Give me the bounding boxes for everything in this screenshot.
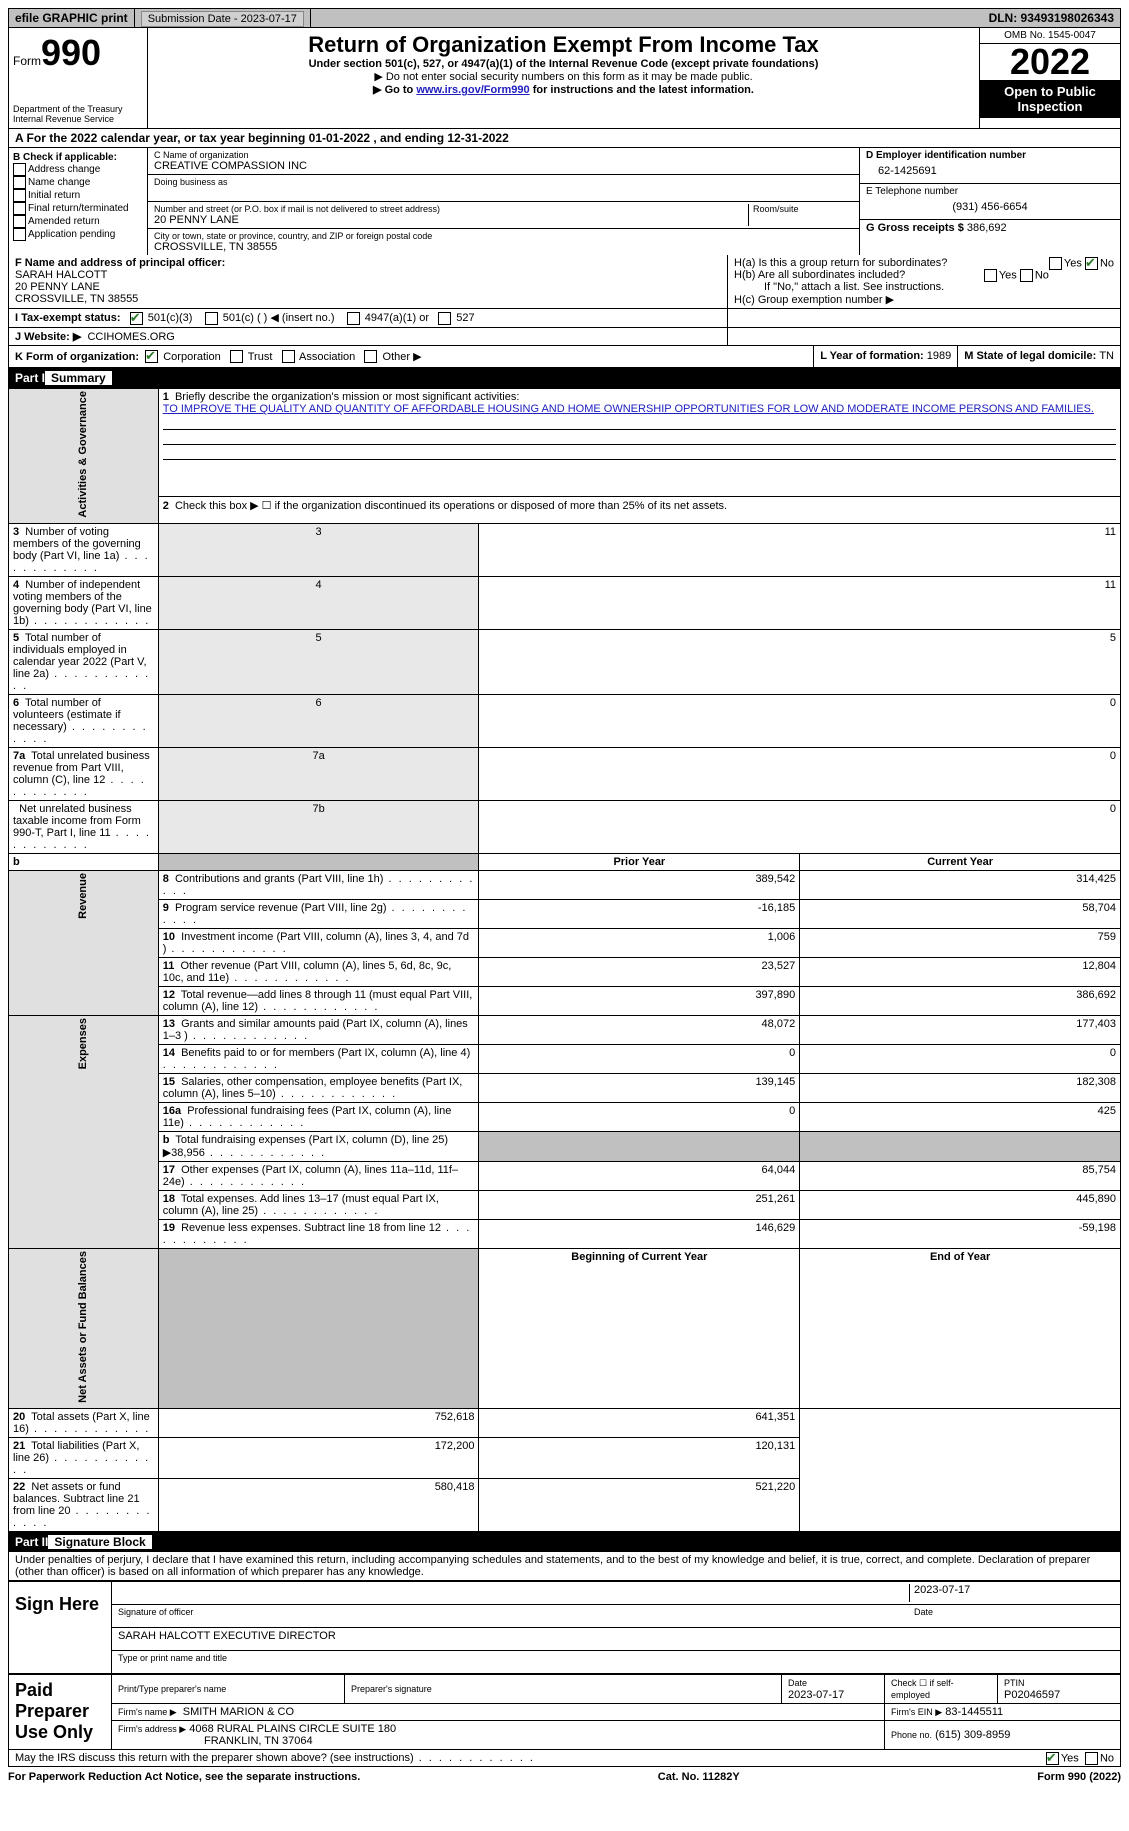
b-opt[interactable]: Initial return <box>13 189 143 202</box>
b-opt[interactable]: Final return/terminated <box>13 202 143 215</box>
paid-preparer-block: Paid Preparer Use Only Print/Type prepar… <box>8 1674 1121 1750</box>
c-name-label: C Name of organization <box>154 150 853 160</box>
section-i: I Tax-exempt status: 501(c)(3) 501(c) ( … <box>8 309 1121 328</box>
tax-year: 2022 <box>980 44 1120 80</box>
page-footer: For Paperwork Reduction Act Notice, see … <box>8 1767 1121 1787</box>
h-b-note: If "No," attach a list. See instructions… <box>734 281 1114 293</box>
gross-receipts: 386,692 <box>967 222 1007 234</box>
efile-label: efile GRAPHIC print <box>9 9 135 27</box>
h-a: H(a) Is this a group return for subordin… <box>734 257 1114 269</box>
tab: Revenue <box>9 870 159 1015</box>
b-opt[interactable]: Name change <box>13 176 143 189</box>
section-klm: K Form of organization: Corporation Trus… <box>8 346 1121 369</box>
i-label: I Tax-exempt status: <box>15 312 121 324</box>
tab-governance: Activities & Governance <box>9 389 159 524</box>
officer-name: SARAH HALCOTT <box>15 269 721 281</box>
officer-print-name: SARAH HALCOTT EXECUTIVE DIRECTOR <box>112 1628 1120 1651</box>
discuss-row: May the IRS discuss this return with the… <box>8 1750 1121 1767</box>
officer-addr2: CROSSVILLE, TN 38555 <box>15 293 721 305</box>
part1-header: Part I Summary <box>8 368 1121 388</box>
form-subtitle: Under section 501(c), 527, or 4947(a)(1)… <box>152 58 975 70</box>
perjury-declaration: Under penalties of perjury, I declare th… <box>8 1552 1121 1581</box>
submission-date: Submission Date - 2023-07-17 <box>135 9 311 27</box>
year-formation: 1989 <box>927 350 951 362</box>
sign-date: 2023-07-17 <box>909 1584 1114 1602</box>
tab-net: Net Assets or Fund Balances <box>9 1248 159 1408</box>
sign-here-label: Sign Here <box>9 1582 112 1673</box>
b-opt[interactable]: Application pending <box>13 228 143 241</box>
firm-ein: 83-1445511 <box>945 1706 1003 1718</box>
addr-label: Number and street (or P.O. box if mail i… <box>154 204 748 214</box>
i-501c3-check[interactable] <box>130 312 143 325</box>
b-opt[interactable]: Amended return <box>13 215 143 228</box>
g-label: G Gross receipts $ <box>866 222 964 234</box>
d-label: D Employer identification number <box>866 150 1114 161</box>
section-f-h: F Name and address of principal officer:… <box>8 255 1121 309</box>
website: CCIHOMES.ORG <box>87 331 174 343</box>
firm-name: SMITH MARION & CO <box>183 1706 294 1718</box>
form-note1: ▶ Do not enter social security numbers o… <box>152 70 975 83</box>
city-state-zip: CROSSVILLE, TN 38555 <box>154 241 853 253</box>
b-opt[interactable]: Address change <box>13 163 143 176</box>
open-public: Open to Public Inspection <box>980 80 1120 118</box>
e-label: E Telephone number <box>866 186 1114 197</box>
part2-header: Part II Signature Block <box>8 1532 1121 1552</box>
footer-left: For Paperwork Reduction Act Notice, see … <box>8 1771 360 1783</box>
phone: (931) 456-6654 <box>866 197 1114 217</box>
paid-preparer-label: Paid Preparer Use Only <box>9 1674 112 1749</box>
form-word: Form <box>13 54 41 68</box>
ein: 62-1425691 <box>866 161 1114 181</box>
org-name: CREATIVE COMPASSION INC <box>154 160 853 172</box>
city-label: City or town, state or province, country… <box>154 231 853 241</box>
dept-treasury: Department of the Treasury <box>13 104 143 114</box>
irs: Internal Revenue Service <box>13 114 143 124</box>
section-b-to-g: B Check if applicable: Address change Na… <box>8 148 1121 255</box>
form-note2: ▶ Go to www.irs.gov/Form990 for instruct… <box>152 83 975 96</box>
summary-table: Activities & Governance 1 Briefly descri… <box>8 388 1121 1531</box>
footer-mid: Cat. No. 11282Y <box>658 1771 740 1783</box>
sign-here-block: Sign Here 2023-07-17 Signature of office… <box>8 1581 1121 1674</box>
h-b: H(b) Are all subordinates included? Yes … <box>734 269 1114 281</box>
mission-text[interactable]: TO IMPROVE THE QUALITY AND QUANTITY OF A… <box>163 403 1094 415</box>
line-a: A For the 2022 calendar year, or tax yea… <box>8 128 1121 148</box>
b-title: B Check if applicable: <box>13 152 143 163</box>
ptin: P02046597 <box>1004 1689 1060 1701</box>
dln: DLN: 93493198026343 <box>983 9 1120 27</box>
irs-link[interactable]: www.irs.gov/Form990 <box>416 84 529 96</box>
f-label: F Name and address of principal officer: <box>15 257 721 269</box>
form-number: 990 <box>41 32 101 73</box>
section-j: J Website: ▶ CCIHOMES.ORG <box>8 328 1121 346</box>
top-bar: efile GRAPHIC print Submission Date - 20… <box>8 8 1121 28</box>
officer-addr1: 20 PENNY LANE <box>15 281 721 293</box>
state-domicile: TN <box>1099 350 1114 362</box>
street-address: 20 PENNY LANE <box>154 214 748 226</box>
form-header: Form990 Department of the Treasury Inter… <box>8 28 1121 128</box>
dba-label: Doing business as <box>154 177 853 187</box>
h-c: H(c) Group exemption number ▶ <box>734 293 1114 306</box>
firm-addr1: 4068 RURAL PLAINS CIRCLE SUITE 180 <box>189 1723 396 1735</box>
tab: Expenses <box>9 1015 159 1248</box>
k-label: K Form of organization: <box>15 351 139 363</box>
form-title: Return of Organization Exempt From Incom… <box>152 32 975 58</box>
j-label: J Website: ▶ <box>15 331 81 343</box>
room-label: Room/suite <box>753 204 853 214</box>
footer-right: Form 990 (2022) <box>1037 1771 1121 1783</box>
firm-phone: (615) 309-8959 <box>935 1729 1010 1741</box>
firm-addr2: FRANKLIN, TN 37064 <box>118 1735 313 1747</box>
